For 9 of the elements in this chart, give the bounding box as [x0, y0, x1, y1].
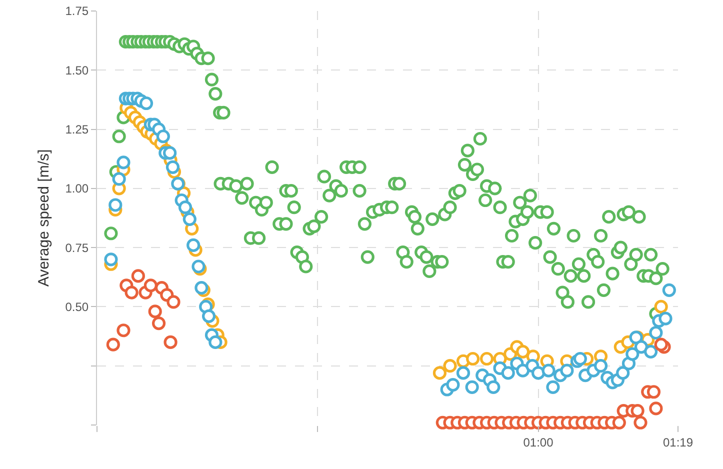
- y-tick-label: 0.50: [65, 300, 89, 314]
- y-tick-label: 1.25: [65, 122, 89, 136]
- y-tick-label: 1.50: [65, 63, 89, 78]
- y-axis-title: Average speed [m/s]: [35, 149, 52, 287]
- y-tick-label: 0.75: [65, 240, 89, 255]
- x-tick-label: 01:00: [523, 435, 554, 450]
- y-tick-label: 1.00: [65, 182, 89, 196]
- y-tick-label: 1.75: [65, 4, 89, 18]
- x-tick-label: 01:19: [662, 435, 694, 450]
